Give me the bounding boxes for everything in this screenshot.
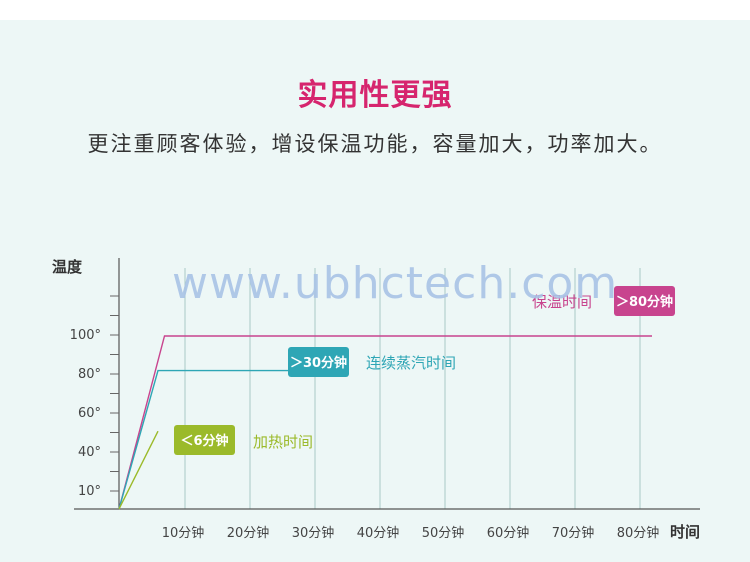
x-tick-label: 30分钟 (292, 525, 335, 541)
series-badge (614, 286, 675, 316)
y-tick-label: 40° (78, 445, 101, 460)
watermark-text: www.ubhctech.com (172, 258, 619, 309)
series-label: 加热时间 (253, 433, 313, 451)
x-tick-label: 10分钟 (162, 525, 205, 541)
y-tick-label: 60° (78, 406, 101, 421)
series-badge-text: ＞30分钟 (290, 355, 347, 371)
series-line (118, 335, 652, 510)
series-badge-text: ＞80分钟 (616, 294, 673, 310)
series-badge (288, 347, 349, 377)
page-subtitle: 更注重顾客体验，增设保温功能，容量加大，功率加大。 (87, 132, 663, 156)
x-tick-label: 60分钟 (487, 525, 530, 541)
series-badge (174, 425, 235, 455)
x-tick-label: 40分钟 (357, 525, 400, 541)
x-axis-title: 时间 (670, 523, 700, 541)
y-tick-label: 100° (70, 328, 101, 343)
y-axis-title: 温度 (52, 258, 83, 276)
series-label: 保温时间 (532, 293, 592, 311)
x-tick-label: 20分钟 (227, 525, 270, 541)
series-line (118, 430, 159, 510)
x-tick-label: 80分钟 (617, 525, 660, 541)
y-tick-label: 80° (78, 367, 101, 382)
series-line (118, 369, 314, 510)
x-tick-label: 50分钟 (422, 525, 465, 541)
series-badge-text: ＜6分钟 (180, 433, 228, 449)
y-tick-label: 10° (78, 484, 101, 499)
page-title: 实用性更强 (297, 78, 453, 113)
series-label: 连续蒸汽时间 (366, 354, 456, 372)
x-tick-label: 70分钟 (552, 525, 595, 541)
